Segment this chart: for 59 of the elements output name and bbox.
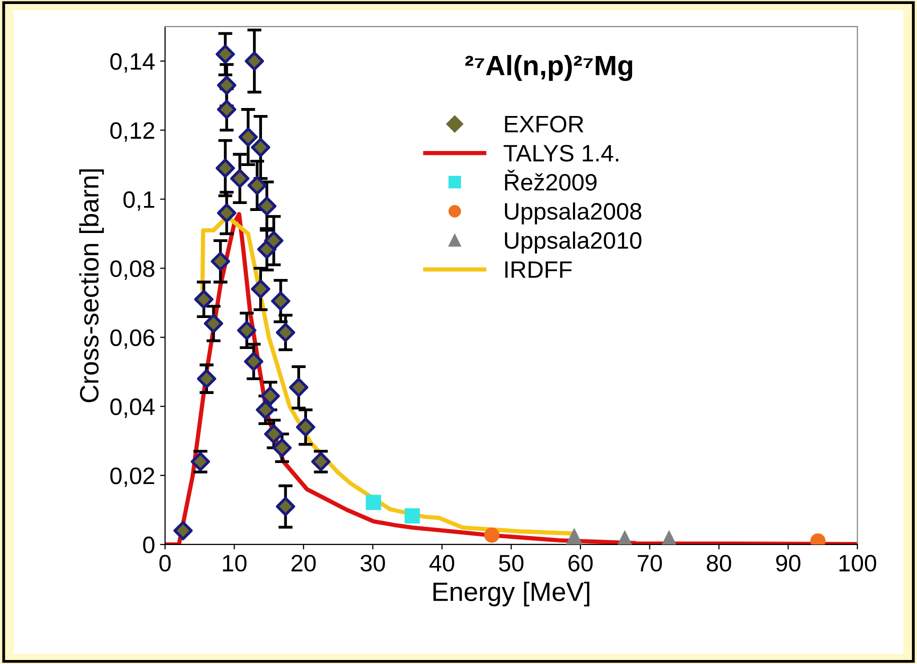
x-tick-label: 60 [568, 554, 593, 572]
x-axis-title: Energy [MeV] [433, 582, 590, 606]
point [216, 158, 235, 178]
point [366, 494, 382, 510]
point [196, 369, 216, 388]
legend-label: Uppsala2008 [504, 202, 642, 224]
y-tick-label: 0,08 [110, 260, 154, 280]
legend-label: EXFOR [505, 116, 584, 132]
point [250, 279, 270, 299]
point [238, 127, 258, 147]
y-tick-label: 0,02 [110, 467, 154, 487]
x-tick-label: 50 [499, 554, 524, 572]
point [484, 528, 500, 543]
point [276, 496, 296, 516]
point [257, 196, 276, 216]
x-tick-label: 90 [776, 554, 800, 572]
point [217, 76, 236, 95]
y-tick-label: 0,12 [110, 122, 154, 142]
point [256, 400, 276, 420]
point [272, 438, 292, 458]
x-tick-label: 70 [638, 554, 662, 572]
legend-label: IRDFF [505, 261, 572, 278]
point [250, 138, 270, 158]
x-tick-label: 100 [840, 554, 876, 572]
x-tick-label: 0 [159, 554, 171, 572]
y-tick-label: 0,04 [110, 398, 155, 418]
point [276, 322, 296, 342]
point [264, 231, 284, 250]
point [216, 44, 235, 64]
point [244, 352, 264, 372]
point [271, 291, 290, 311]
point [296, 417, 316, 437]
point [194, 290, 214, 309]
x-tick-label: 10 [222, 554, 247, 572]
point [244, 51, 264, 71]
point [173, 521, 193, 540]
point [260, 386, 280, 406]
point [204, 314, 224, 334]
legend-label: Uppsala2010 [504, 232, 642, 254]
legend-label: TALYS 1.4. [504, 144, 618, 162]
point [217, 100, 236, 120]
point [264, 424, 284, 444]
y-tick-label: 0 [143, 536, 154, 554]
point [404, 508, 420, 524]
y-tick-label: 0,14 [110, 53, 155, 73]
y-axis-title: Cross-section [barn] [79, 169, 104, 402]
x-tick-label: 30 [360, 554, 385, 572]
text: ²⁷Al(n,p)²⁷Mg [465, 54, 632, 81]
legend-label: Řež2009 [505, 170, 597, 191]
x-tick-label: 40 [429, 554, 454, 572]
point [237, 320, 256, 340]
point [289, 378, 308, 397]
point [230, 168, 250, 188]
point [217, 203, 236, 223]
x-tick-label: 20 [292, 554, 316, 572]
y-tick-label: 0,1 [123, 191, 154, 211]
x-tick-label: 80 [706, 554, 732, 572]
y-tick-label: 0,06 [110, 329, 154, 349]
point [210, 252, 230, 271]
